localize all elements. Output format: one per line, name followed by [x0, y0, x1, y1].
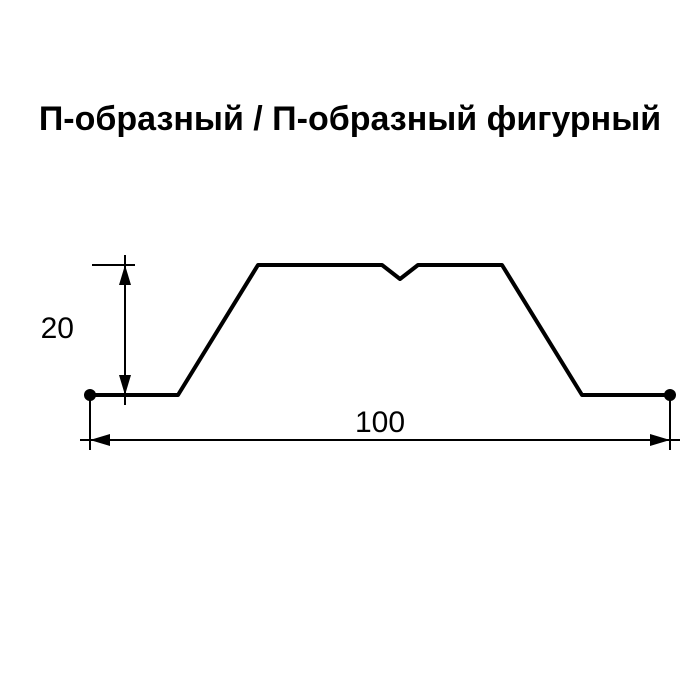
dim-width-arrow-right — [650, 434, 670, 446]
dim-width-arrow-left — [90, 434, 110, 446]
dim-height-label: 20 — [41, 312, 74, 345]
profile-outline — [90, 265, 670, 395]
profile-endcap-right — [664, 389, 676, 401]
dim-width-label: 100 — [355, 406, 405, 439]
dim-height-arrow-bottom — [119, 375, 131, 395]
profile-diagram: 20 100 — [0, 0, 700, 700]
dim-height-arrow-top — [119, 265, 131, 285]
